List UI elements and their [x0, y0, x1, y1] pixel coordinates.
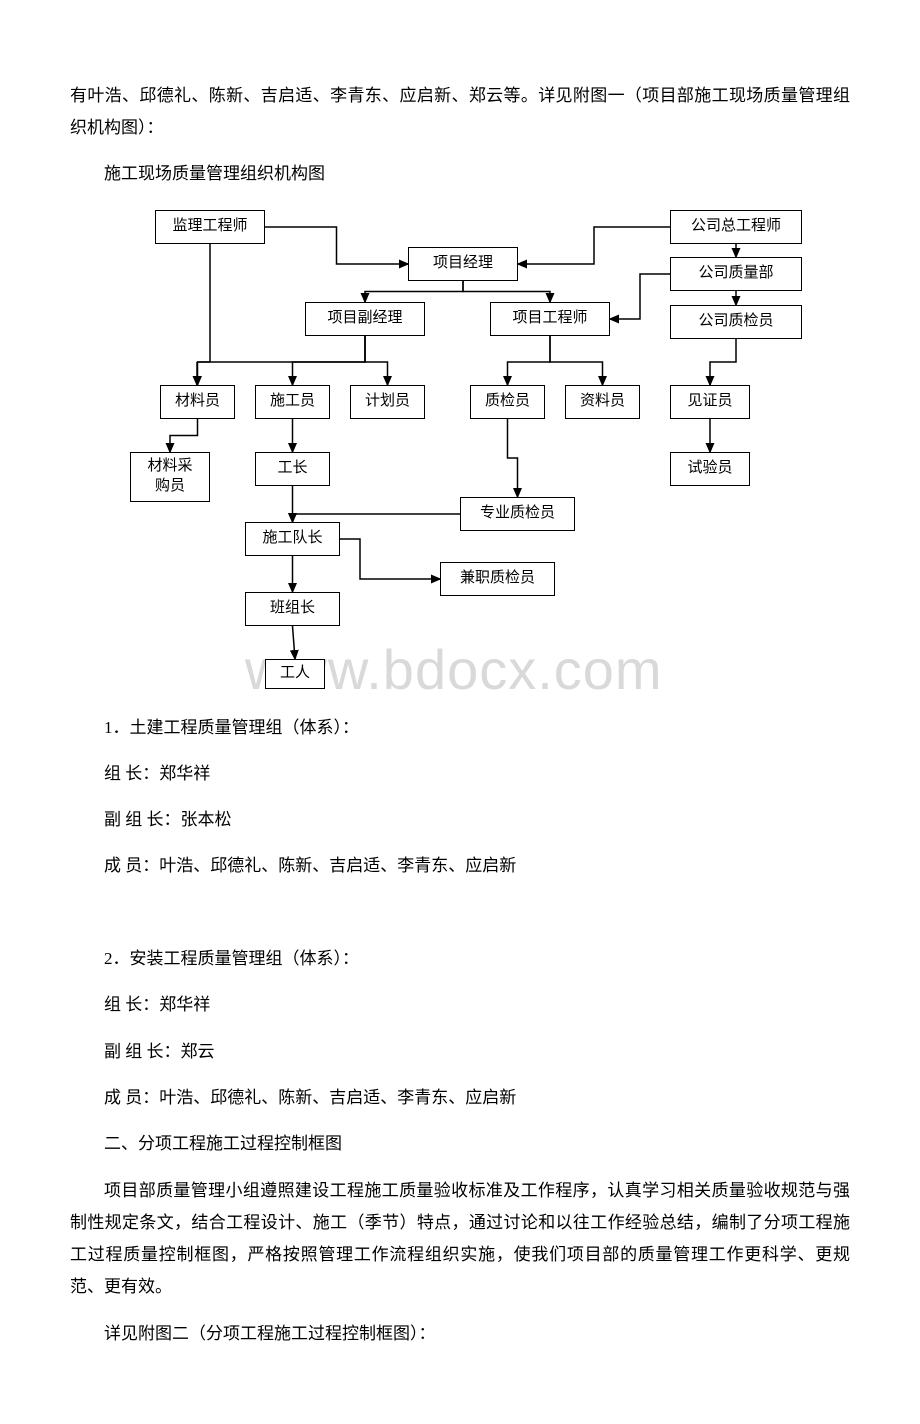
org-node-doc: 资料员 [565, 385, 640, 419]
org-node-proj_eng: 项目工程师 [490, 302, 610, 336]
org-node-worker: 工人 [265, 659, 325, 689]
section2-title: 二、分项工程施工过程控制框图 [70, 1128, 850, 1160]
org-node-witness: 见证员 [670, 385, 750, 419]
org-node-pm: 项目经理 [408, 247, 518, 281]
org-node-part_qc: 兼职质检员 [440, 562, 555, 596]
org-node-chief_eng: 公司总工程师 [670, 210, 802, 244]
org-chart: www.bdocx.com 监理工程师公司总工程师项目经理公司质量部项目副经理项… [70, 202, 850, 692]
group1-members: 成 员：叶浩、邱德礼、陈新、吉启适、李青东、应启新 [70, 850, 850, 882]
section2-paragraph: 项目部质量管理小组遵照建设工程施工质量验收标准及工作程序，认真学习相关质量验收规… [70, 1175, 850, 1304]
section2-ref: 详见附图二（分项工程施工过程控制框图）： [70, 1318, 850, 1350]
org-node-qc: 质检员 [470, 385, 545, 419]
org-node-quality_dept: 公司质量部 [670, 257, 802, 291]
group2-title: 2．安装工程质量管理组（体系）： [70, 943, 850, 975]
org-node-squad_lead: 班组长 [245, 592, 340, 626]
org-node-corp_qc: 公司质检员 [670, 305, 802, 339]
org-node-material: 材料员 [160, 385, 235, 419]
org-node-pro_qc: 专业质检员 [460, 497, 575, 531]
org-node-builder: 施工员 [255, 385, 330, 419]
group1-title: 1．土建工程质量管理组（体系）： [70, 712, 850, 744]
group1-leader: 组 长：郑华祥 [70, 758, 850, 790]
org-node-planner: 计划员 [350, 385, 425, 419]
group2-vice: 副 组 长：郑云 [70, 1036, 850, 1068]
chart-title: 施工现场质量管理组织机构图 [70, 159, 850, 184]
intro-paragraph: 有叶浩、邱德礼、陈新、吉启适、李青东、应启新、郑云等。详见附图一（项目部施工现场… [70, 80, 850, 145]
org-node-team_lead: 施工队长 [245, 522, 340, 556]
group1-vice: 副 组 长：张本松 [70, 804, 850, 836]
org-node-purchaser: 材料采 购员 [130, 452, 210, 502]
org-node-foreman: 工长 [255, 452, 330, 486]
org-node-deputy_pm: 项目副经理 [305, 302, 425, 336]
group2-members: 成 员：叶浩、邱德礼、陈新、吉启适、李青东、应启新 [70, 1082, 850, 1114]
org-node-tester: 试验员 [670, 452, 750, 486]
group2-leader: 组 长：郑华祥 [70, 989, 850, 1021]
org-node-supervisor: 监理工程师 [155, 210, 265, 244]
